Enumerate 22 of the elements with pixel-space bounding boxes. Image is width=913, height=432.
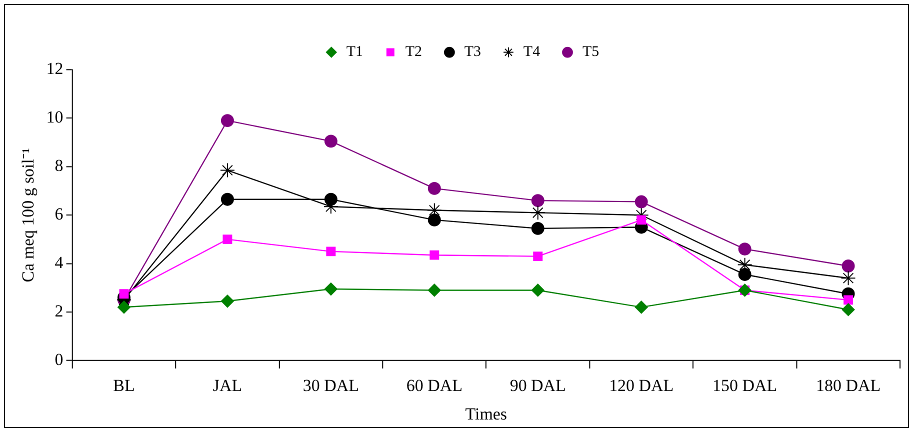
- y-tick-label: 8: [54, 156, 64, 176]
- x-tick-label: 90 DAL: [510, 376, 566, 396]
- x-tick-label: 30 DAL: [302, 376, 359, 396]
- y-tick-label: 6: [54, 204, 64, 224]
- y-tick-label: 2: [54, 302, 64, 320]
- x-tick-label: JAL: [212, 376, 242, 396]
- legend-label: T2: [405, 44, 422, 60]
- y-tick-label: 4: [54, 253, 64, 272]
- y-tick-label: 10: [46, 108, 64, 127]
- x-tick-label: 60 DAL: [406, 376, 462, 396]
- x-axis-title: Times: [465, 404, 508, 424]
- y-tick-label: 12: [46, 59, 64, 78]
- legend-label: T3: [464, 44, 482, 60]
- x-tick-label: BL: [113, 376, 135, 396]
- y-axis-title: Ca meq 100 g soil⁻¹: [18, 148, 38, 282]
- legend-label: T1: [346, 44, 363, 60]
- x-tick-label: 150 DAL: [712, 376, 778, 396]
- x-tick-label: 120 DAL: [609, 376, 674, 396]
- x-tick-label: 180 DAL: [816, 376, 881, 396]
- y-tick-label: 0: [54, 350, 64, 369]
- legend-label: T5: [582, 44, 600, 60]
- legend-label: T4: [523, 44, 541, 60]
